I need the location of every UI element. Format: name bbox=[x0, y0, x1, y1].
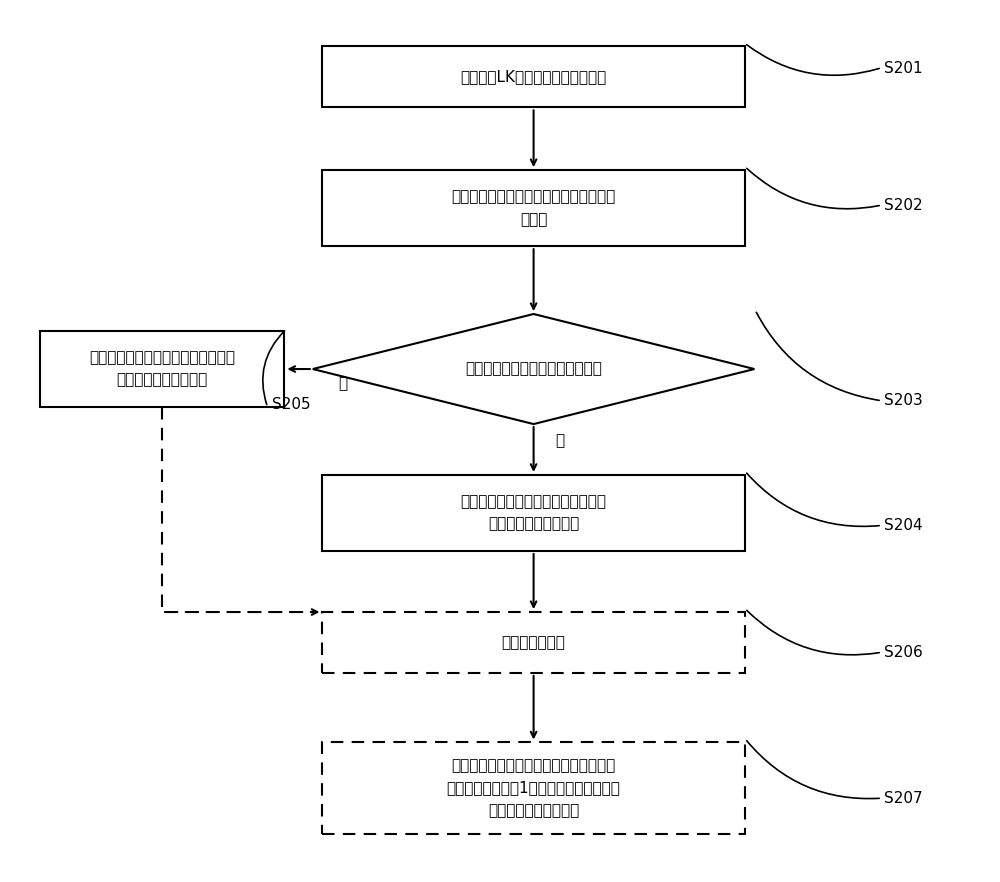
Polygon shape bbox=[313, 314, 754, 424]
Text: S201: S201 bbox=[884, 61, 923, 76]
Text: 在微内核LK中对显示屏进行初始化: 在微内核LK中对显示屏进行初始化 bbox=[460, 70, 607, 85]
Text: 按照视频模式接收待显示的数据，并
显示所述待显示的数据: 按照视频模式接收待显示的数据，并 显示所述待显示的数据 bbox=[89, 350, 235, 387]
Bar bbox=[40, 331, 284, 407]
Text: 判断显示屏的标志位是否为预设值: 判断显示屏的标志位是否为预设值 bbox=[465, 362, 602, 377]
Text: S207: S207 bbox=[884, 791, 923, 806]
Text: 否: 否 bbox=[338, 376, 347, 391]
Text: 在显示屏的初始化结束后，读取显示屏的
标志位: 在显示屏的初始化结束后，读取显示屏的 标志位 bbox=[451, 190, 616, 227]
Text: S202: S202 bbox=[884, 198, 923, 213]
Text: 检测剩余电量值: 检测剩余电量值 bbox=[502, 635, 566, 650]
Bar bbox=[322, 475, 745, 551]
Bar bbox=[322, 47, 745, 108]
Text: 在所述剩余电量值小于预设阈值时，设置
显示屏的标志位为1，以使得显示屏在下一
次启动时执行命令模式: 在所述剩余电量值小于预设阈值时，设置 显示屏的标志位为1，以使得显示屏在下一 次… bbox=[447, 759, 621, 818]
Bar bbox=[322, 612, 745, 673]
Text: S206: S206 bbox=[884, 645, 923, 661]
Text: S205: S205 bbox=[272, 397, 310, 412]
Bar bbox=[322, 170, 745, 246]
Text: 按照命令模式接收待显示的数据，并
显示所述待显示的数据: 按照命令模式接收待显示的数据，并 显示所述待显示的数据 bbox=[461, 495, 607, 532]
Text: 是: 是 bbox=[556, 433, 565, 449]
Text: S203: S203 bbox=[884, 392, 923, 407]
Text: S204: S204 bbox=[884, 518, 923, 534]
Bar bbox=[322, 743, 745, 833]
